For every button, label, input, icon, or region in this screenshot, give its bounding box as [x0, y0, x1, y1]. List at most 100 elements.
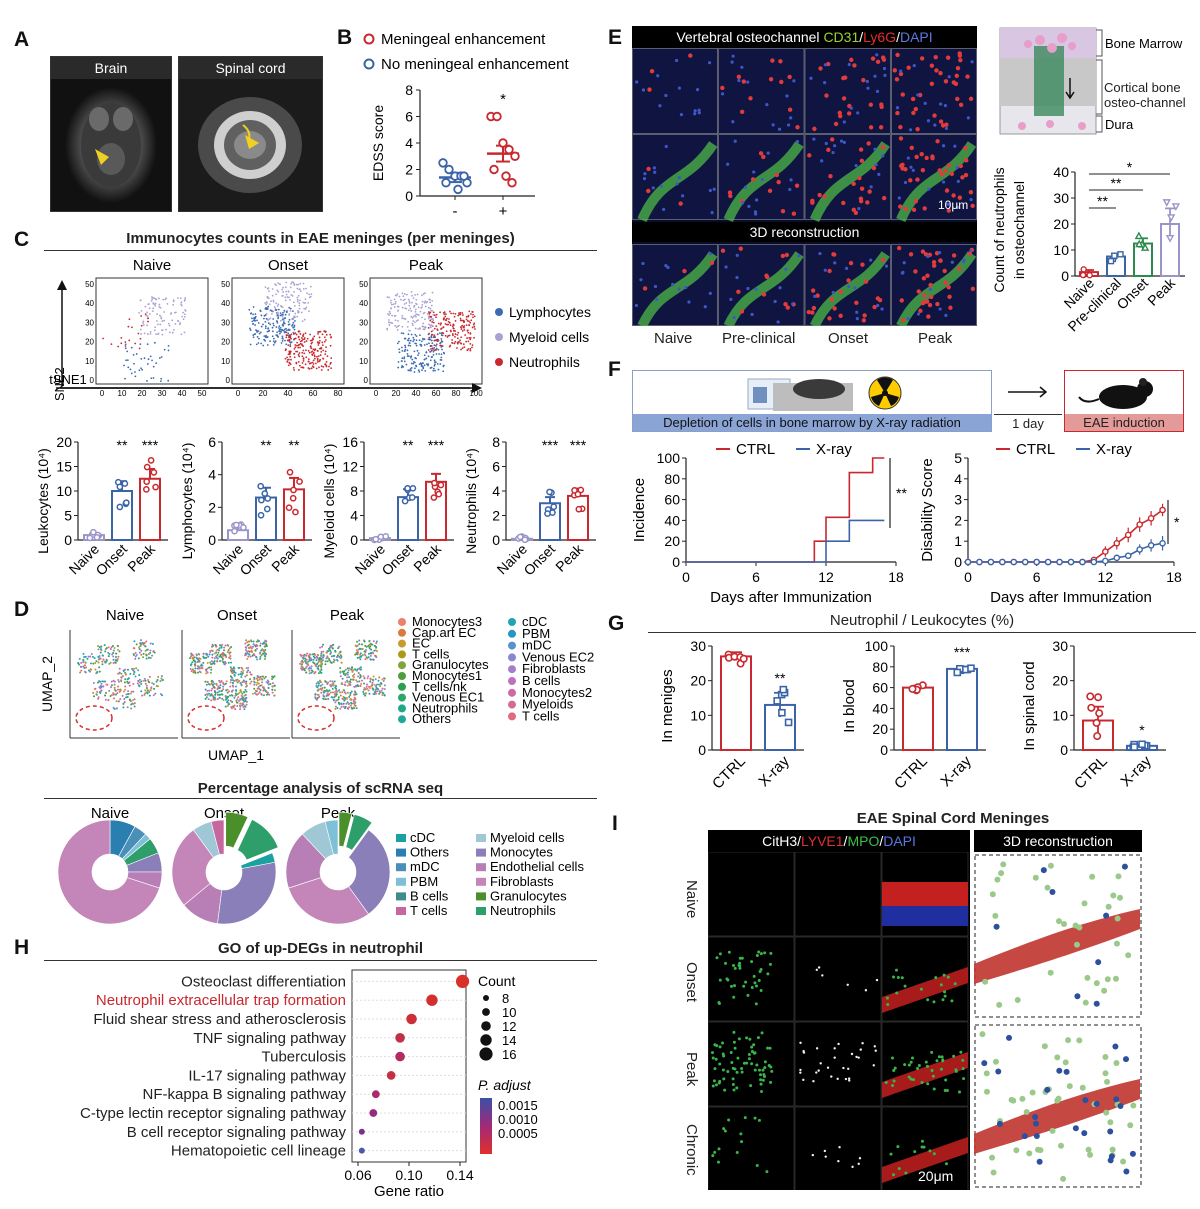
tsne-point: [282, 329, 285, 332]
umap-point: [161, 678, 164, 681]
umap-point: [159, 693, 162, 696]
umap-point: [316, 696, 319, 699]
tsne-point: [290, 333, 293, 336]
tsne-point: [415, 365, 418, 368]
i-merge-dot: [907, 1063, 911, 1067]
umap-point: [94, 668, 97, 671]
umap-point: [189, 664, 192, 667]
tsne-point: [327, 369, 330, 371]
e-neutrophil-dot: [807, 153, 812, 158]
umap-point: [228, 656, 231, 659]
i-cith3-dot: [833, 1056, 836, 1059]
umap-point: [251, 654, 254, 657]
tsne-point: [291, 295, 294, 297]
e-dapi-dot: [740, 65, 744, 69]
umap-point: [324, 663, 327, 666]
i-mpo-dot: [745, 1061, 749, 1065]
tsne-point: [304, 298, 307, 301]
tsne-point: [278, 327, 280, 329]
umap-point: [352, 676, 355, 679]
tsne-point: [152, 302, 155, 305]
h-dot: [455, 974, 470, 988]
tsne-point: [271, 335, 274, 338]
tsne-point: [297, 309, 299, 312]
umap-point: [256, 644, 259, 647]
e-dapi-dot: [653, 170, 657, 174]
tsne-point: [386, 328, 389, 331]
umap-point: [375, 642, 378, 645]
umap-point: [227, 661, 230, 664]
tsne-point: [439, 323, 442, 326]
e-chart-point: [1171, 203, 1181, 211]
umap-point: [138, 648, 141, 651]
umap-point: [228, 652, 231, 655]
umap-point: [227, 695, 230, 698]
f-ytick-label: 80: [664, 471, 680, 487]
tsne-frame: [369, 277, 483, 385]
i-recon-cell: [1072, 1125, 1079, 1132]
c-bar-point: [152, 483, 159, 491]
tsne-point: [447, 320, 450, 323]
panel-e-schematic: Bone Marrow Cortical bone osteo-channel …: [999, 27, 1186, 135]
tsne-point: [330, 336, 332, 339]
umap-point: [320, 662, 323, 665]
e-neutrophil-dot: [908, 252, 914, 257]
i-recon-cell: [1127, 1122, 1134, 1129]
umap-point: [332, 698, 335, 701]
i-merge-dot: [937, 1055, 941, 1059]
umap-point: [337, 698, 340, 701]
tsne-point: [134, 342, 137, 345]
tsne-point: [286, 360, 289, 363]
h-dot: [358, 1128, 365, 1135]
umap-point: [115, 652, 118, 655]
panel-b-chart: Meningeal enhancement No meningeal enhan…: [363, 31, 569, 218]
umap-point: [325, 694, 328, 697]
umap-point: [267, 687, 270, 690]
umap-legend-dot: [508, 618, 516, 626]
umap-point: [341, 691, 344, 694]
umap-point: [92, 682, 95, 685]
e-neutrophil-dot: [938, 119, 944, 124]
tsne-point: [432, 318, 434, 321]
umap-point: [364, 688, 367, 691]
f-series-point: [1033, 558, 1040, 566]
tsne-point: [439, 363, 442, 365]
g-xtick-label: CTRL: [709, 753, 749, 793]
e-dapi-dot: [831, 150, 835, 155]
tsne-point: [286, 356, 289, 359]
i-recon-cell: [996, 1120, 1003, 1127]
tsne-point: [160, 316, 162, 318]
umap-point: [160, 675, 163, 678]
i-mpo-dot: [723, 1129, 727, 1133]
tsne-point: [404, 346, 407, 349]
f-series-point: [1067, 558, 1075, 566]
umap-point: [144, 649, 147, 652]
umap-point: [302, 661, 305, 664]
umap-point: [242, 703, 245, 706]
umap-point: [252, 692, 255, 695]
umap-point: [152, 683, 155, 686]
umap-point: [143, 677, 146, 680]
e-neutrophil-dot: [951, 193, 956, 198]
tsne-point: [433, 314, 436, 317]
tsne-point: [403, 356, 406, 358]
f-series-point: [1113, 539, 1121, 547]
umap-point: [144, 679, 147, 682]
g-ylabel: In meniges: [659, 669, 676, 742]
h-dot: [371, 1090, 380, 1099]
e-neutrophil-dot: [649, 69, 655, 74]
tsne-point: [427, 355, 430, 358]
c-bar-ytick-label: 0: [64, 532, 72, 548]
tsne-point: [431, 329, 434, 332]
umap-point: [335, 689, 338, 692]
tsne-point: [290, 294, 293, 296]
tsne-point: [274, 283, 277, 286]
e-chart-point: [1117, 251, 1124, 258]
h-count-dot: [483, 995, 489, 1001]
f-xtick-label: 6: [1033, 569, 1041, 585]
f-series-line: [686, 457, 885, 563]
umap-point: [204, 697, 207, 700]
tsne-point: [141, 368, 144, 371]
tsne-legend-label: Myeloid cells: [509, 329, 589, 345]
